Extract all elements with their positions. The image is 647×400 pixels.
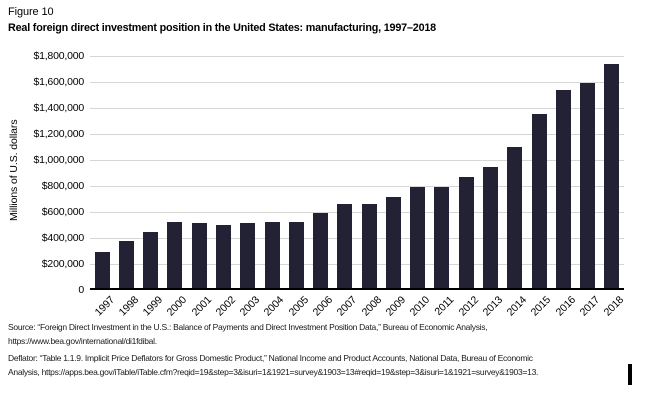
bar-2018 bbox=[604, 64, 620, 290]
bar-2011 bbox=[434, 187, 450, 290]
bar-2001 bbox=[191, 223, 207, 290]
text-cursor bbox=[628, 364, 632, 385]
x-tick-label-2010: 2010 bbox=[407, 294, 433, 319]
gridline bbox=[90, 264, 624, 265]
x-tick-label-1997: 1997 bbox=[92, 294, 117, 319]
bar-2006 bbox=[313, 213, 329, 290]
y-tick-label: $1,200,000 bbox=[33, 127, 84, 140]
x-tick-label-2013: 2013 bbox=[480, 294, 505, 319]
bar-2002 bbox=[216, 225, 231, 290]
bar-2005 bbox=[288, 222, 304, 290]
bar-2013 bbox=[483, 167, 498, 290]
chart-title: Real foreign direct investment position … bbox=[8, 22, 436, 34]
gridline bbox=[90, 186, 624, 187]
source-line-4: Analysis, https://apps.bea.gov/iTable/iT… bbox=[8, 367, 539, 377]
x-tick-label-1998: 1998 bbox=[116, 294, 141, 319]
gridline bbox=[90, 160, 624, 161]
bar-2009 bbox=[385, 197, 401, 290]
x-tick-label-2009: 2009 bbox=[383, 294, 408, 319]
y-axis-title: Millions of U.S. dollars bbox=[8, 119, 20, 221]
x-tick-label-2007: 2007 bbox=[334, 294, 360, 319]
x-tick-label-2006: 2006 bbox=[310, 294, 336, 319]
x-tick-label-2015: 2015 bbox=[529, 294, 554, 319]
gridline bbox=[90, 212, 624, 213]
bar-1998 bbox=[118, 241, 134, 290]
source-line-1: Source: “Foreign Direct Investment in th… bbox=[8, 322, 488, 332]
bar-2016 bbox=[555, 90, 571, 290]
y-tick-label: $1,800,000 bbox=[33, 49, 84, 62]
x-tick-label-2000: 2000 bbox=[165, 294, 190, 319]
y-tick-label: 0 bbox=[78, 283, 84, 296]
x-tick-label-2001: 2001 bbox=[189, 294, 214, 319]
bar-2014 bbox=[507, 147, 523, 290]
gridline bbox=[90, 108, 624, 109]
bar-2007 bbox=[337, 204, 353, 290]
bar-1997 bbox=[94, 252, 110, 290]
y-tick-label: $200,000 bbox=[41, 257, 84, 270]
y-tick-label: $400,000 bbox=[41, 231, 84, 244]
x-tick-label-2005: 2005 bbox=[286, 294, 311, 319]
x-tick-label-2016: 2016 bbox=[553, 294, 578, 319]
bar-2004 bbox=[264, 222, 280, 290]
y-tick-label: $800,000 bbox=[41, 179, 84, 192]
x-tick-label-2011: 2011 bbox=[432, 294, 457, 318]
x-tick-label-2002: 2002 bbox=[213, 294, 238, 319]
x-axis-labels: 1997 1998 1999 2000 2001 2002 2003 2004 2005 2006… bbox=[90, 290, 627, 320]
bar-2012 bbox=[458, 177, 474, 290]
x-tick-label-2008: 2008 bbox=[359, 294, 384, 319]
bar-2003 bbox=[240, 223, 256, 290]
x-tick-label-2012: 2012 bbox=[456, 294, 481, 319]
gridline bbox=[90, 56, 624, 57]
y-tick-label: $1,600,000 bbox=[33, 75, 84, 88]
x-tick-label-2014: 2014 bbox=[504, 294, 530, 319]
bar-2008 bbox=[361, 204, 377, 290]
x-tick-label-2017: 2017 bbox=[577, 294, 603, 319]
figure-label: Figure 10 bbox=[8, 6, 54, 18]
y-tick-label: $600,000 bbox=[41, 205, 84, 218]
y-tick-label: $1,000,000 bbox=[33, 153, 84, 166]
x-tick-label-1999: 1999 bbox=[140, 294, 166, 319]
bar-2015 bbox=[531, 114, 547, 290]
gridline bbox=[90, 238, 624, 239]
gridline bbox=[90, 134, 624, 135]
bar-2010 bbox=[410, 187, 426, 290]
source-line-2: https://www.bea.gov/international/di1fdi… bbox=[8, 336, 157, 346]
x-tick-label-2004: 2004 bbox=[262, 294, 287, 319]
x-tick-label-2003: 2003 bbox=[237, 294, 263, 319]
bar-1999 bbox=[143, 232, 159, 290]
bar-2017 bbox=[580, 83, 596, 290]
y-tick-label: $1,400,000 bbox=[33, 101, 84, 114]
gridline bbox=[90, 82, 624, 83]
source-line-3: Deflator: “Table 1.1.9. Implicit Price D… bbox=[8, 353, 533, 363]
bar-2000 bbox=[167, 222, 183, 290]
x-tick-label-2018: 2018 bbox=[601, 294, 627, 319]
x-axis-line bbox=[90, 288, 624, 290]
plot-area bbox=[90, 56, 624, 290]
